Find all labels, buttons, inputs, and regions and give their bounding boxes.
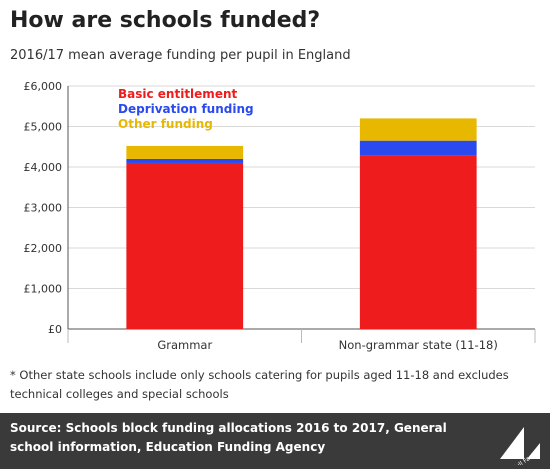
bar-segment bbox=[359, 118, 477, 141]
y-tick-label: £5,000 bbox=[24, 121, 63, 134]
x-tick-label: Grammar bbox=[157, 338, 212, 352]
bar-segment bbox=[126, 162, 244, 329]
legend-entry: Other funding bbox=[118, 117, 213, 131]
stacked-bar-chart: £0 £1,000 £2,000 £3,000 £4,000 £5,000 £6,000 Gr… bbox=[24, 80, 536, 352]
source-text: Source: Schools block funding allocation… bbox=[10, 419, 465, 457]
legend-entry: Basic entitlement bbox=[118, 87, 237, 101]
chart-subtitle: 2016/17 mean average funding per pupil i… bbox=[10, 48, 351, 63]
full-fact-logo: Full Fact bbox=[500, 427, 540, 465]
y-tick-label: £3,000 bbox=[24, 202, 63, 215]
x-tick-label: Non-grammar state (11-18) bbox=[339, 338, 498, 352]
y-tick-label: £6,000 bbox=[24, 80, 63, 93]
chart-title: How are schools funded? bbox=[10, 8, 321, 33]
source-detail: Schools block funding allocations 2016 t… bbox=[10, 421, 447, 454]
bar-segment bbox=[359, 155, 477, 329]
y-tick-label: £2,000 bbox=[24, 242, 63, 255]
legend-entry: Deprivation funding bbox=[118, 102, 254, 116]
y-tick-label: £1,000 bbox=[24, 283, 63, 296]
y-tick-label: £4,000 bbox=[24, 161, 63, 174]
source-footer: Source: Schools block funding allocation… bbox=[0, 413, 550, 469]
y-tick-label: £0 bbox=[48, 323, 62, 336]
bar-segment bbox=[126, 158, 244, 163]
footnote: * Other state schools include only schoo… bbox=[10, 368, 509, 401]
source-label: Source: bbox=[10, 421, 62, 435]
bar-segment bbox=[359, 140, 477, 156]
bar-segment bbox=[126, 145, 244, 159]
